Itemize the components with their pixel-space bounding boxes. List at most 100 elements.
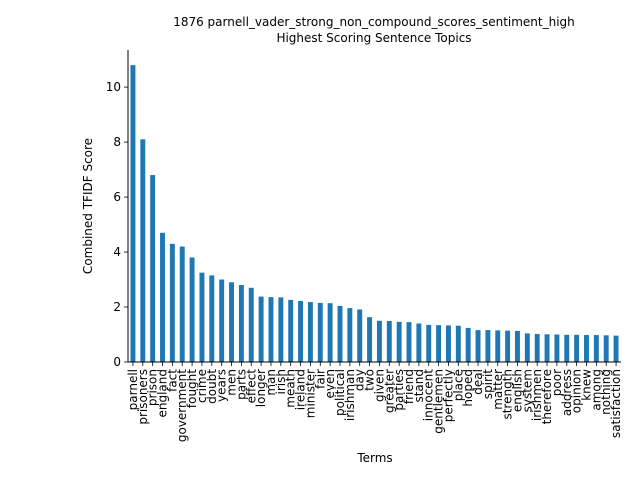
bar-parts — [238, 285, 244, 362]
x-tick-label: spirit — [481, 369, 495, 399]
bar-political — [337, 305, 343, 362]
bar-fair — [317, 302, 323, 362]
x-tick-label: effect — [244, 369, 258, 404]
bar-fought — [189, 257, 195, 362]
x-tick-label: poor — [550, 369, 564, 396]
bar-matter — [495, 330, 501, 362]
x-tick-label: men — [225, 369, 239, 396]
bar-irishmen — [534, 333, 540, 362]
bar-irish — [278, 297, 284, 362]
x-tick-label: government — [175, 369, 189, 442]
x-tick-label: irishman — [343, 369, 357, 421]
x-tick-label: place — [451, 369, 465, 401]
x-tick-label: prison — [146, 369, 160, 406]
bar-among — [593, 335, 599, 362]
x-tick-label: man — [264, 369, 278, 396]
y-tick-label: 4 — [113, 245, 121, 259]
bar-gentlemen — [436, 325, 442, 362]
x-tick-label: nothing — [599, 369, 613, 415]
bar-friend — [406, 322, 412, 362]
bars-group — [130, 65, 619, 362]
x-tick-label: minister — [303, 369, 317, 418]
x-tick-label: english — [510, 369, 524, 412]
bar-stand — [416, 323, 422, 362]
x-tick-label: perfectly — [441, 369, 455, 422]
x-tick-label: fact — [165, 369, 179, 392]
y-tick-label: 10 — [106, 80, 121, 94]
x-tick-label: therefore — [540, 369, 554, 424]
bar-effect — [248, 287, 254, 362]
x-tick-label: satisfaction — [609, 369, 623, 438]
bar-minister — [307, 302, 313, 362]
x-tick-label: fair — [313, 369, 327, 389]
bar-two — [367, 317, 373, 362]
bar-meath — [288, 299, 294, 362]
bar-doubt — [209, 275, 215, 362]
x-tick-label: crime — [195, 369, 209, 403]
bar-innocent — [426, 324, 432, 362]
x-tick-label: opinion — [570, 369, 584, 413]
bar-spirit — [485, 330, 491, 362]
x-tick-label: prisoners — [136, 369, 150, 425]
bar-therefore — [544, 334, 550, 362]
x-tick-label: friend — [402, 369, 416, 404]
x-tick-label: ireland — [294, 369, 308, 410]
x-tick-label: innocent — [422, 369, 436, 421]
x-tick-label: day — [353, 369, 367, 391]
bar-day — [357, 309, 363, 362]
x-tick-label: gentlemen — [432, 369, 446, 434]
bar-government — [179, 246, 185, 362]
bar-parnell — [130, 65, 136, 362]
bar-man — [268, 297, 274, 362]
x-tick-label: stand — [412, 369, 426, 403]
x-tick-label: parts — [234, 369, 248, 400]
chart-subtitle: Highest Scoring Sentence Topics — [276, 31, 471, 45]
x-tick-label: system — [520, 369, 534, 412]
bar-poor — [554, 334, 560, 362]
bar-longer — [258, 296, 264, 362]
x-tick-label: among — [589, 369, 603, 411]
bar-ireland — [298, 300, 304, 362]
bar-address — [564, 334, 570, 362]
y-tick-label: 6 — [113, 190, 121, 204]
bar-parties — [396, 321, 402, 362]
x-axis-ticks: parnellprisonersprisonenglandfactgovernm… — [126, 362, 623, 442]
bar-greater — [386, 321, 392, 362]
bar-english — [515, 330, 520, 362]
bar-years — [219, 279, 225, 362]
x-tick-label: even — [323, 369, 337, 398]
y-axis-label: Combined TFIDF Score — [81, 138, 95, 274]
x-tick-label: meath — [284, 369, 298, 408]
x-tick-label: years — [215, 369, 229, 402]
x-tick-label: matter — [491, 369, 505, 410]
bar-fact — [169, 243, 175, 362]
bar-irishman — [347, 308, 353, 362]
x-tick-label: parties — [392, 369, 406, 411]
y-tick-label: 8 — [113, 135, 121, 149]
bar-crime — [199, 272, 205, 362]
y-tick-label: 0 — [113, 355, 121, 369]
x-tick-label: given — [372, 369, 386, 402]
x-tick-label: england — [156, 369, 170, 418]
x-tick-label: knew — [579, 369, 593, 401]
bar-perfectly — [445, 325, 451, 362]
x-tick-label: strength — [501, 369, 515, 420]
x-tick-label: fought — [185, 369, 199, 408]
x-tick-label: longer — [254, 369, 268, 407]
bar-satisfaction — [613, 335, 619, 362]
x-tick-label: two — [363, 369, 377, 391]
x-tick-label: political — [333, 369, 347, 416]
x-tick-label: address — [560, 369, 574, 416]
x-tick-label: hoped — [461, 369, 475, 407]
x-axis-label: Terms — [356, 451, 392, 465]
bar-given — [376, 320, 382, 362]
bar-system — [524, 333, 530, 362]
bar-hoped — [465, 327, 471, 362]
bar-nothing — [603, 335, 609, 362]
bar-strength — [505, 330, 511, 362]
chart-title: 1876 parnell_vader_strong_non_compound_s… — [173, 15, 575, 29]
x-tick-label: irishmen — [530, 369, 544, 421]
bar-prison — [150, 175, 156, 362]
bar-place — [455, 325, 461, 362]
